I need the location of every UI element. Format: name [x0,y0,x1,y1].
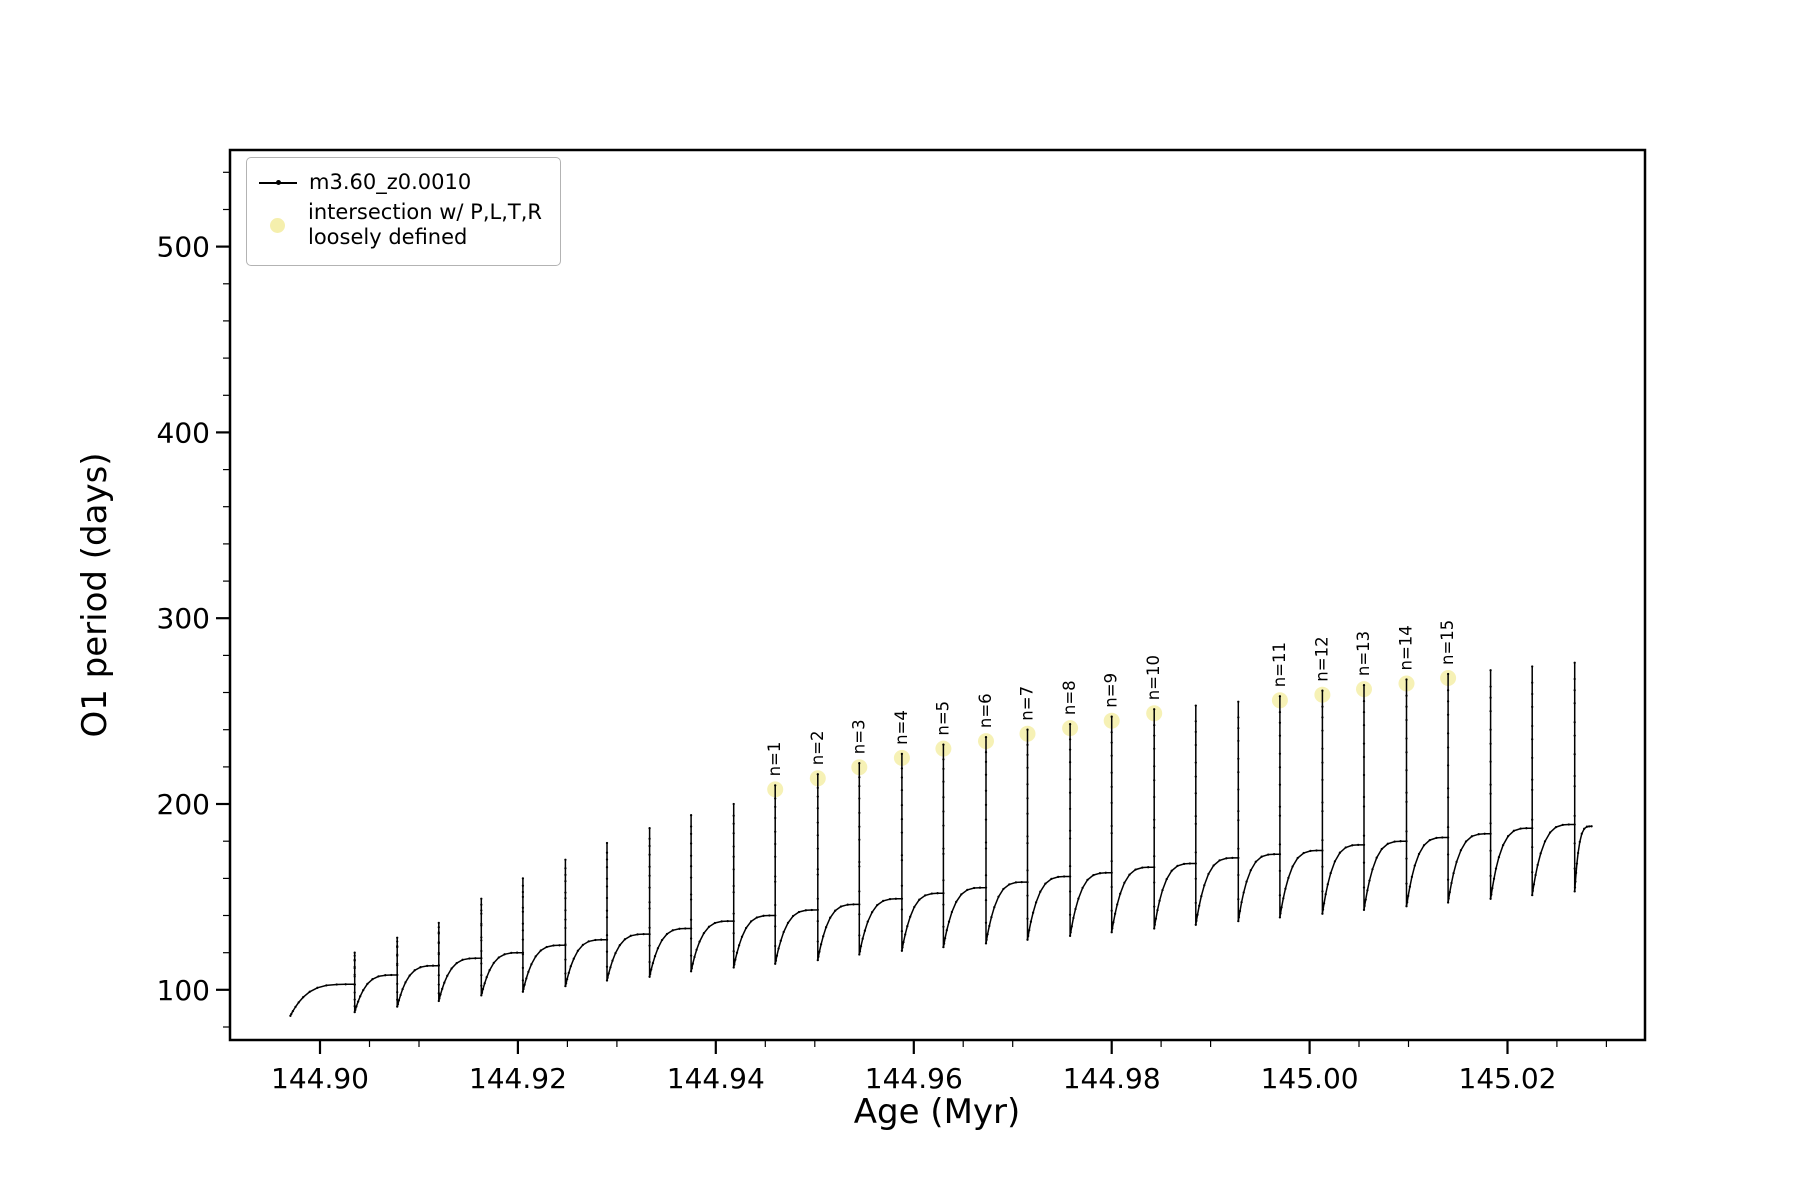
x-tick-label: 145.02 [1459,1062,1557,1095]
x-axis: 144.90 144.92 144.94 144.96 144.98 145.00 145.… [271,1040,1608,1095]
legend-entry-series: m3.60_z0.0010 [259,170,542,196]
pulse-label: n=8 [1060,680,1079,715]
intersection-marker-icon [270,217,285,233]
y-tick-label: 400 [157,416,210,449]
x-tick-label: 144.98 [1063,1062,1161,1095]
pulse-label: n=5 [933,701,952,736]
legend-label-intersection-line2: loosely defined [308,225,468,250]
series-markers [289,661,1593,1017]
x-tick-label: 145.00 [1261,1062,1359,1095]
legend-entry-intersection: intersection w/ P,L,T,R loosely defined [259,200,542,251]
pulse-label: n=14 [1397,625,1416,670]
y-tick-label: 200 [157,788,210,821]
pulse-label: n=13 [1354,631,1373,676]
x-tick-label: 144.92 [469,1062,567,1095]
pulse-label: n=15 [1438,620,1457,665]
dot-marker-icon [275,180,281,186]
y-tick-label: 500 [157,231,210,264]
x-axis-title: Age (Myr) [853,1092,1021,1132]
y-axis: 100 200 300 400 500 [157,171,230,1028]
legend: m3.60_z0.0010 intersection w/ P,L,T,R lo… [246,157,561,266]
y-tick-label: 100 [157,974,210,1007]
pulse-label: n=4 [892,710,911,745]
x-tick-label: 144.96 [865,1062,963,1095]
x-tick-label: 144.90 [271,1062,369,1095]
y-axis-title: O1 period (days) [75,452,115,738]
axes-spines [228,148,1647,1042]
x-tick-label: 144.94 [667,1062,765,1095]
pulse-label: n=10 [1144,655,1163,700]
legend-label-intersection-line1: intersection w/ P,L,T,R [308,199,542,224]
y-tick-label: 300 [157,602,210,635]
pulse-label: n=7 [1018,686,1037,721]
legend-label-series: m3.60_z0.0010 [309,170,472,194]
pulse-label: n=6 [976,693,995,728]
pulse-label: n=12 [1312,636,1331,681]
pulse-label: n=3 [849,719,868,754]
pulse-label: n=11 [1270,642,1289,687]
pulse-label: n=9 [1102,673,1121,708]
pulse-label: n=2 [808,731,827,766]
pulse-labels: n=1 n=2 n=3 n=4 n=5 n=6 n=7 n=8 n=9 n=10 n=11 n=12 n… [765,620,1457,777]
line-marker-icon [259,180,297,186]
pulse-label: n=1 [765,742,784,777]
